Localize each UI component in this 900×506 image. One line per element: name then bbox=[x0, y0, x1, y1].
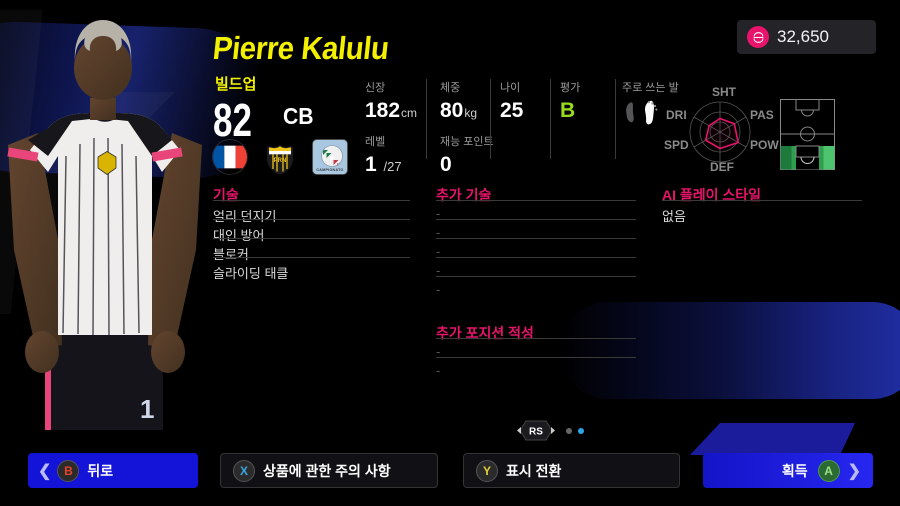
svg-text:PRN: PRN bbox=[274, 158, 287, 164]
svg-text:1: 1 bbox=[140, 394, 154, 424]
svg-text:RS: RS bbox=[529, 427, 543, 438]
svg-text:CAMPIONATO: CAMPIONATO bbox=[316, 168, 343, 172]
